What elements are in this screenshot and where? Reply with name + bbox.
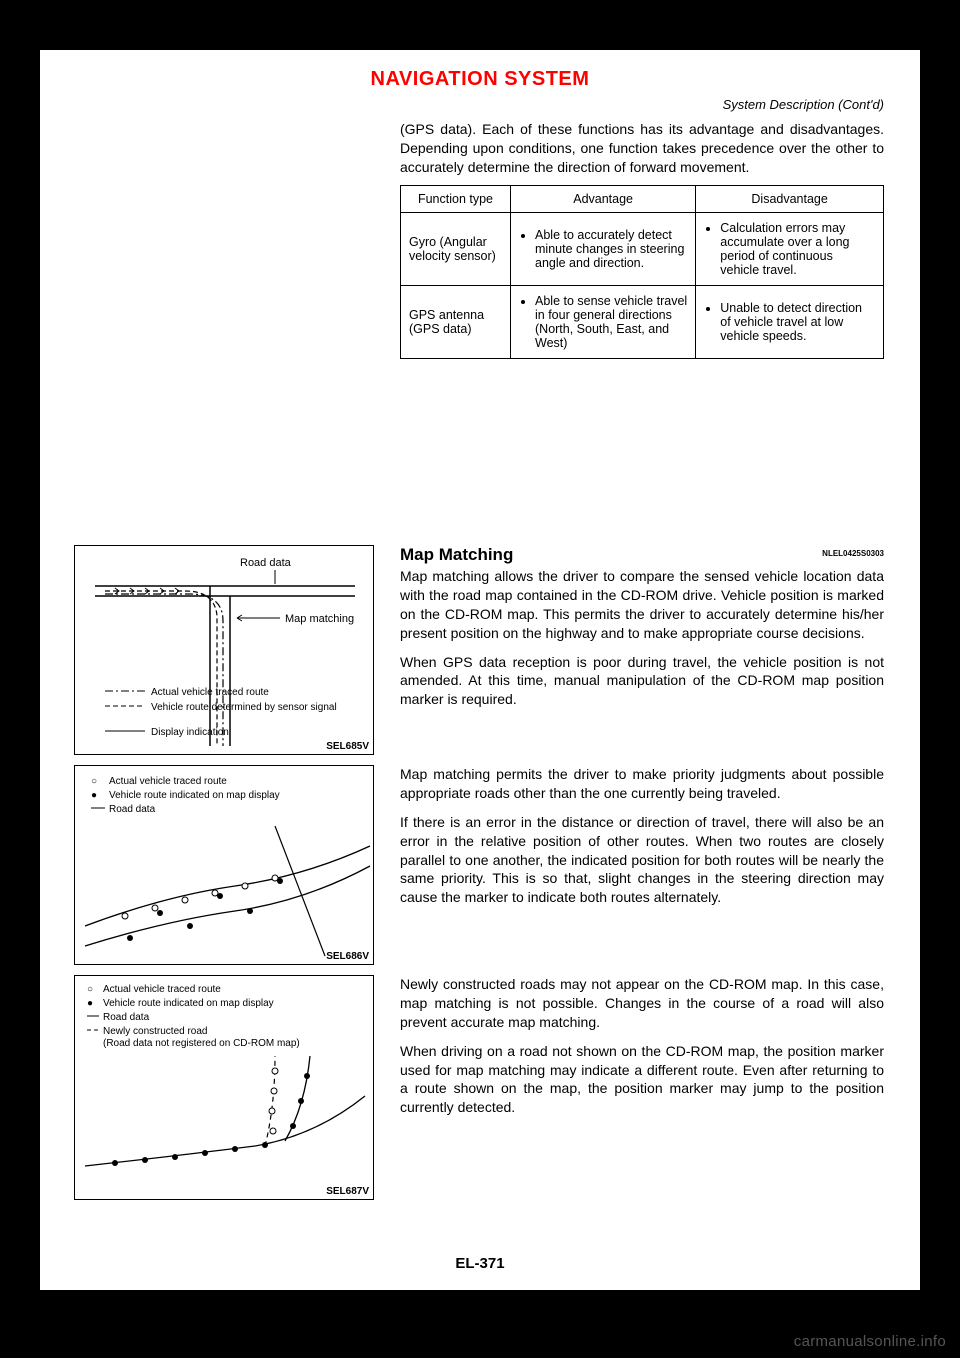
para-mm-5: Newly constructed roads may not appear o… bbox=[400, 975, 884, 1032]
dis-item: Calculation errors may accumulate over a… bbox=[720, 221, 875, 277]
table-row: Gyro (Angular velocity sensor) Able to a… bbox=[401, 212, 884, 285]
col-disadvantage: Disadvantage bbox=[696, 185, 884, 212]
diagram-svg-1: Road data Map matching Actual vehicle tr… bbox=[75, 546, 375, 756]
watermark: carmanualsonline.info bbox=[794, 1333, 946, 1350]
legend2-indicated-text: Vehicle route indicated on map display bbox=[109, 790, 280, 801]
para-mm-1: Map matching allows the driver to compar… bbox=[400, 567, 884, 643]
diagram-svg-2: ○ Actual vehicle traced route ● Vehicle … bbox=[75, 766, 375, 966]
diagram-svg-3: ○ Actual vehicle traced route ● Vehicle … bbox=[75, 976, 375, 1201]
section-map-matching: Map Matching NLEL0425S0303 Map matching … bbox=[400, 545, 884, 719]
table-row: GPS antenna (GPS data) Able to sense veh… bbox=[401, 285, 884, 358]
legend3-new2: (Road data not registered on CD-ROM map) bbox=[103, 1038, 300, 1049]
svg-text:○: ○ bbox=[87, 984, 93, 995]
continued-subtitle: System Description (Cont'd) bbox=[723, 97, 884, 112]
cell-dis: Calculation errors may accumulate over a… bbox=[696, 212, 884, 285]
cell-adv: Able to sense vehicle travel in four gen… bbox=[511, 285, 696, 358]
page-title: NAVIGATION SYSTEM bbox=[40, 68, 920, 91]
section-map-matching-cont1: Map matching permits the driver to make … bbox=[400, 765, 884, 917]
adv-item: Able to accurately detect minute changes… bbox=[535, 228, 687, 270]
para-mm-4: If there is an error in the distance or … bbox=[400, 813, 884, 907]
subtitle-row: System Description (Cont'd) bbox=[40, 97, 920, 112]
col-function-type: Function type bbox=[401, 185, 511, 212]
label-map-matching: Map matching bbox=[285, 613, 354, 625]
legend2-road: Road data bbox=[109, 804, 156, 815]
legend3-new: Newly constructed road bbox=[103, 1026, 208, 1037]
intro-paragraph: (GPS data). Each of these functions has … bbox=[400, 120, 884, 177]
para-mm-6: When driving on a road not shown on the … bbox=[400, 1042, 884, 1118]
section-map-matching-cont2: Newly constructed roads may not appear o… bbox=[400, 975, 884, 1127]
legend3-road: Road data bbox=[103, 1012, 150, 1023]
cell-dis: Unable to detect direction of vehicle tr… bbox=[696, 285, 884, 358]
diagram-map-matching-1: Road data Map matching Actual vehicle tr… bbox=[74, 545, 374, 755]
legend2-traced-text: Actual vehicle traced route bbox=[109, 776, 227, 787]
diagram-code: SEL687V bbox=[326, 1186, 369, 1197]
table-header-row: Function type Advantage Disadvantage bbox=[401, 185, 884, 212]
adv-item: Able to sense vehicle travel in four gen… bbox=[535, 294, 687, 350]
para-mm-2: When GPS data reception is poor during t… bbox=[400, 653, 884, 710]
cell-fn: Gyro (Angular velocity sensor) bbox=[401, 212, 511, 285]
para-mm-3: Map matching permits the driver to make … bbox=[400, 765, 884, 803]
cell-fn: GPS antenna (GPS data) bbox=[401, 285, 511, 358]
diagram-code: SEL686V bbox=[326, 951, 369, 962]
legend2-traced: ○ bbox=[91, 776, 97, 787]
label-road-data: Road data bbox=[240, 557, 292, 569]
section-code: NLEL0425S0303 bbox=[822, 549, 884, 558]
diagram-map-matching-2: ○ Actual vehicle traced route ● Vehicle … bbox=[74, 765, 374, 965]
dis-item: Unable to detect direction of vehicle tr… bbox=[720, 301, 875, 343]
legend-display: Display indication bbox=[151, 727, 229, 738]
cell-adv: Able to accurately detect minute changes… bbox=[511, 212, 696, 285]
col-advantage: Advantage bbox=[511, 185, 696, 212]
legend-determined: Vehicle route determined by sensor signa… bbox=[151, 702, 337, 713]
diagram-map-matching-3: ○ Actual vehicle traced route ● Vehicle … bbox=[74, 975, 374, 1200]
heading-map-matching: Map Matching NLEL0425S0303 bbox=[400, 545, 884, 565]
function-table: Function type Advantage Disadvantage Gyr… bbox=[400, 185, 884, 359]
diagram-code: SEL685V bbox=[326, 741, 369, 752]
legend-traced: Actual vehicle traced route bbox=[151, 687, 269, 698]
heading-text: Map Matching bbox=[400, 545, 513, 564]
page-number: EL-371 bbox=[40, 1255, 920, 1272]
manual-page: NAVIGATION SYSTEM System Description (Co… bbox=[40, 50, 920, 1290]
svg-text:●: ● bbox=[87, 998, 93, 1009]
legend2-indicated: ● bbox=[91, 790, 97, 801]
legend3-indicated: Vehicle route indicated on map display bbox=[103, 998, 274, 1009]
legend3-traced: Actual vehicle traced route bbox=[103, 984, 221, 995]
